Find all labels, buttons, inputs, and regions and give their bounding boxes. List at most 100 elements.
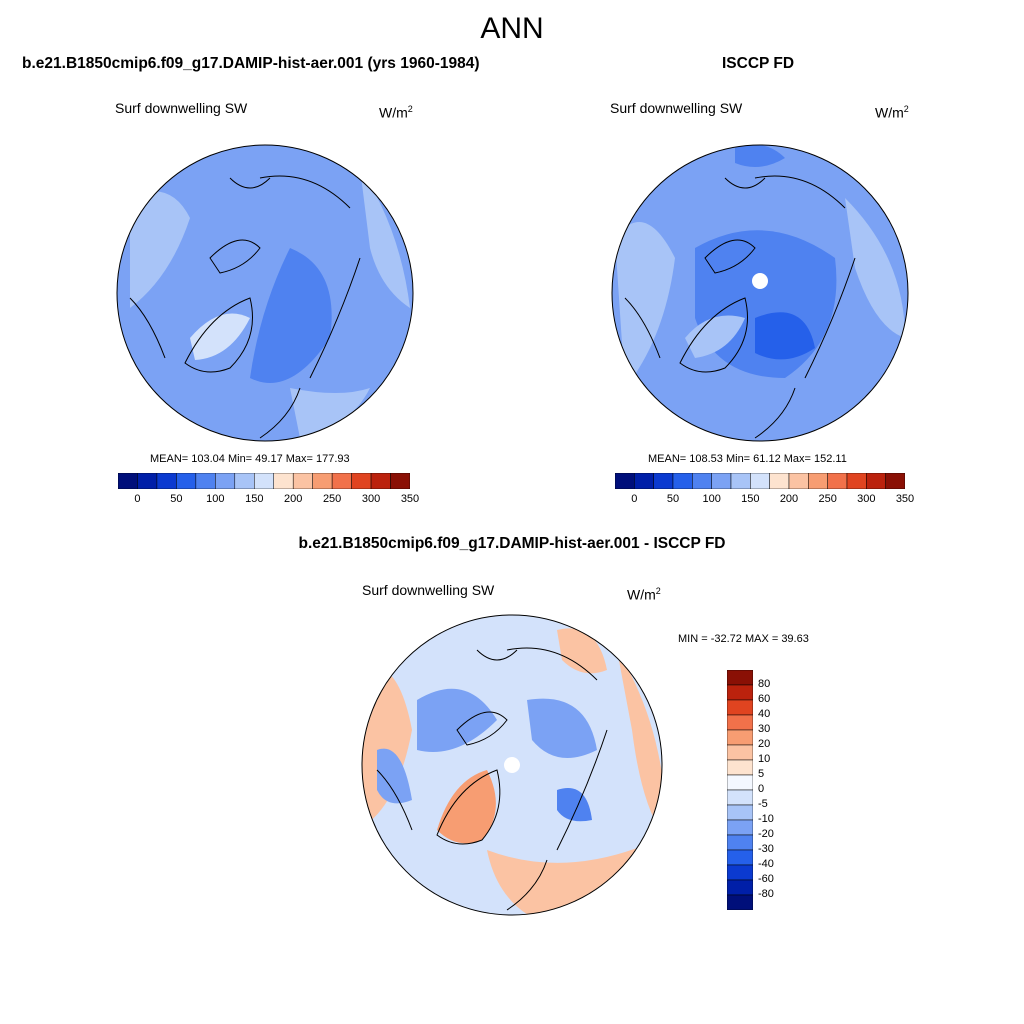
panel-3-polar-hole — [504, 757, 520, 773]
colorbar-tick-label: -80 — [758, 888, 774, 900]
panel-3-field-patch — [487, 840, 657, 915]
colorbar-tick-label: 30 — [758, 723, 771, 735]
panel-1-stats: MEAN= 103.04 Min= 49.17 Max= 177.93 — [150, 453, 350, 465]
colorbar-tick-label: 300 — [857, 493, 876, 505]
panel-1-subtitle: Surf downwelling SW — [115, 100, 248, 116]
colorbar-tick-label: 350 — [895, 493, 915, 505]
colorbar-swatch — [726, 669, 754, 686]
panel-1-field-patch — [190, 313, 250, 360]
panel-2-colorbar-labels: 0 50 100 150 200 250 300 350 — [615, 493, 914, 507]
colorbar-swatch — [726, 714, 754, 731]
colorbar-tick-label: 200 — [284, 493, 303, 505]
colorbar-tick-label: 0 — [134, 493, 141, 505]
panel-1-colorbar-labels: 0 50 100 150 200 250 300 350 — [118, 493, 419, 507]
panel-1-field-patch — [360, 168, 410, 308]
colorbar-swatch — [846, 472, 867, 490]
panel-2-colorbar — [614, 472, 906, 490]
colorbar-swatch — [292, 472, 313, 490]
panel-2-units: W/m2 — [875, 104, 909, 121]
colorbar-swatch — [750, 472, 770, 490]
panel-3-map — [361, 614, 663, 916]
panel-3-field-patch — [617, 650, 662, 840]
colorbar-swatch — [137, 472, 158, 490]
colorbar-swatch — [312, 472, 333, 490]
panel-3-field-patch — [377, 748, 412, 804]
colorbar-tick-label: 250 — [818, 493, 837, 505]
panel-3-field-patch — [527, 698, 597, 758]
colorbar-swatch — [726, 744, 754, 761]
colorbar-swatch — [726, 804, 754, 821]
panel-1-field-patch — [290, 388, 370, 438]
panel-3-title: b.e21.B1850cmip6.f09_g17.DAMIP-hist-aer.… — [298, 535, 726, 552]
panel-2-field-patch — [685, 315, 745, 358]
colorbar-tick-label: 50 — [170, 493, 183, 505]
panel-2-map — [611, 144, 909, 442]
colorbar-tick-label: -10 — [758, 813, 774, 825]
colorbar-swatch — [827, 472, 848, 490]
colorbar-tick-label: 5 — [758, 768, 765, 780]
panel-3-field-patch — [417, 688, 497, 752]
colorbar-swatch — [726, 894, 754, 911]
colorbar-swatch — [808, 472, 828, 490]
panel-2-subtitle: Surf downwelling SW — [610, 100, 743, 116]
colorbar-tick-label: 200 — [779, 493, 799, 505]
colorbar-swatch — [726, 864, 754, 881]
colorbar-swatch — [273, 472, 294, 490]
panel-3-units: W/m2 — [627, 586, 661, 603]
colorbar-tick-label: -5 — [758, 798, 768, 810]
panel-1-title: b.e21.B1850cmip6.f09_g17.DAMIP-hist-aer.… — [22, 55, 480, 72]
colorbar-swatch — [351, 472, 372, 490]
colorbar-swatch — [176, 472, 197, 490]
panel-2-title: ISCCP FD — [722, 55, 795, 72]
panel-1-field-patch — [130, 191, 190, 308]
colorbar-swatch — [769, 472, 790, 490]
colorbar-tick-label: -20 — [758, 828, 774, 840]
panel-2-polar-hole — [752, 273, 768, 289]
colorbar-tick-label: 0 — [631, 493, 638, 505]
panel-2-field-patch — [615, 222, 675, 388]
colorbar-swatch — [331, 472, 352, 490]
colorbar-tick-label: 100 — [206, 493, 225, 505]
panel-3-field-patch — [557, 788, 592, 822]
panel-2-field-patch — [845, 198, 905, 338]
colorbar-tick-label: 80 — [758, 678, 771, 690]
colorbar-swatch — [726, 879, 754, 896]
colorbar-swatch — [726, 699, 754, 716]
panel-2-field-patch — [755, 312, 815, 360]
colorbar-swatch — [726, 759, 754, 776]
colorbar-tick-label: 50 — [666, 493, 680, 505]
colorbar-swatch — [653, 472, 674, 490]
colorbar-tick-label: 150 — [741, 493, 760, 505]
panel-1-map — [116, 144, 414, 442]
colorbar-tick-label: -30 — [758, 843, 774, 855]
panel-3-subtitle: Surf downwelling SW — [362, 582, 495, 598]
colorbar-swatch — [726, 729, 754, 746]
colorbar-swatch — [215, 472, 236, 490]
colorbar-swatch — [711, 472, 732, 490]
colorbar-swatch — [117, 472, 138, 490]
colorbar-tick-label: 300 — [361, 493, 381, 505]
colorbar-swatch — [634, 472, 654, 490]
colorbar-swatch — [726, 819, 754, 836]
colorbar-swatch — [156, 472, 177, 490]
colorbar-swatch — [788, 472, 809, 490]
colorbar-swatch — [390, 472, 411, 490]
colorbar-tick-label: 60 — [758, 693, 771, 705]
panel-1-coastlines — [129, 175, 361, 439]
panel-3-stats: MIN = -32.72 MAX = 39.63 — [678, 633, 809, 645]
panel-1-colorbar — [117, 472, 411, 490]
colorbar-swatch — [730, 472, 751, 490]
panel-1-field-patch — [250, 248, 332, 383]
panel-2-coastlines — [624, 175, 856, 439]
panel-1-units: W/m2 — [379, 104, 413, 121]
panel-2-stats: MEAN= 108.53 Min= 61.12 Max= 152.11 — [648, 453, 847, 465]
colorbar-swatch — [726, 849, 754, 866]
colorbar-tick-label: 100 — [702, 493, 721, 505]
colorbar-swatch — [370, 472, 391, 490]
panel-3-coastlines — [376, 647, 608, 911]
panel-3-colorbar-labels: 80 60 40 30 20 10 5 0 -5 -10 -20 -30 -40 -60 -80 — [758, 670, 818, 910]
figure-title: ANN — [480, 12, 544, 45]
colorbar-swatch — [726, 774, 754, 791]
colorbar-swatch — [195, 472, 216, 490]
colorbar-tick-label: 350 — [400, 493, 420, 505]
